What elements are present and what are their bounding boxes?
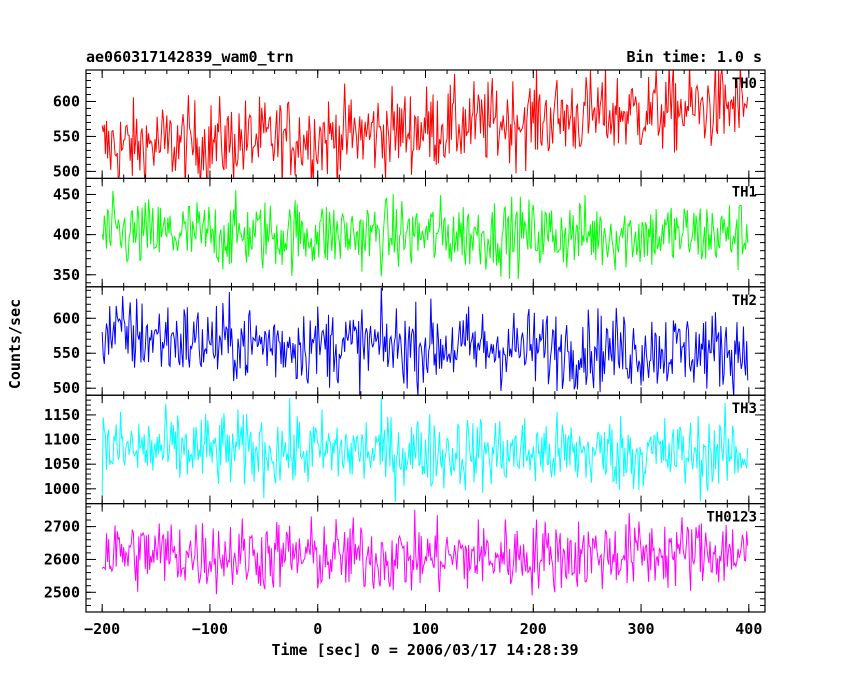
x-tick-label: −200	[84, 620, 120, 638]
x-axis-label: Time [sec] 0 = 2006/03/17 14:28:39	[271, 641, 578, 659]
panel-label-th3: TH3	[732, 401, 757, 417]
y-tick-label: 500	[53, 162, 80, 180]
x-tick-label: 200	[520, 620, 547, 638]
series-line-th2	[101, 287, 749, 396]
y-tick-label: 600	[53, 309, 80, 327]
x-tick-label: −100	[192, 620, 228, 638]
y-tick-label: 500	[53, 379, 80, 397]
y-tick-label: 2600	[44, 550, 80, 568]
y-tick-label: 450	[53, 185, 80, 203]
y-tick-label: 350	[53, 266, 80, 284]
bin-time-label: Bin time: 1.0 s	[627, 48, 762, 66]
x-tick-label: 300	[628, 620, 655, 638]
y-tick-label: 1150	[44, 406, 80, 424]
y-tick-label: 400	[53, 226, 80, 244]
series-line-th1	[101, 190, 749, 280]
x-tick-label: 400	[735, 620, 762, 638]
x-tick-label: 100	[412, 620, 439, 638]
y-tick-label: 600	[53, 92, 80, 110]
series-line-th0	[101, 70, 749, 179]
y-tick-label: 1100	[44, 431, 80, 449]
series-line-th3	[101, 397, 749, 503]
y-tick-label: 550	[53, 344, 80, 362]
series-line-th0123	[101, 509, 749, 596]
panel-label-th0123: TH0123	[706, 510, 757, 526]
y-tick-label: 2500	[44, 583, 80, 601]
y-axis-label: Counts/sec	[6, 299, 24, 389]
panel-label-th1: TH1	[732, 184, 757, 200]
y-tick-label: 2700	[44, 518, 80, 536]
y-tick-label: 1000	[44, 480, 80, 498]
x-tick-label: 0	[313, 620, 322, 638]
chart-title: ae060317142839_wam0_trn	[86, 48, 294, 66]
panel-label-th2: TH2	[732, 293, 757, 309]
y-tick-label: 1050	[44, 455, 80, 473]
panel-label-th0: TH0	[732, 76, 757, 92]
y-tick-label: 550	[53, 127, 80, 145]
